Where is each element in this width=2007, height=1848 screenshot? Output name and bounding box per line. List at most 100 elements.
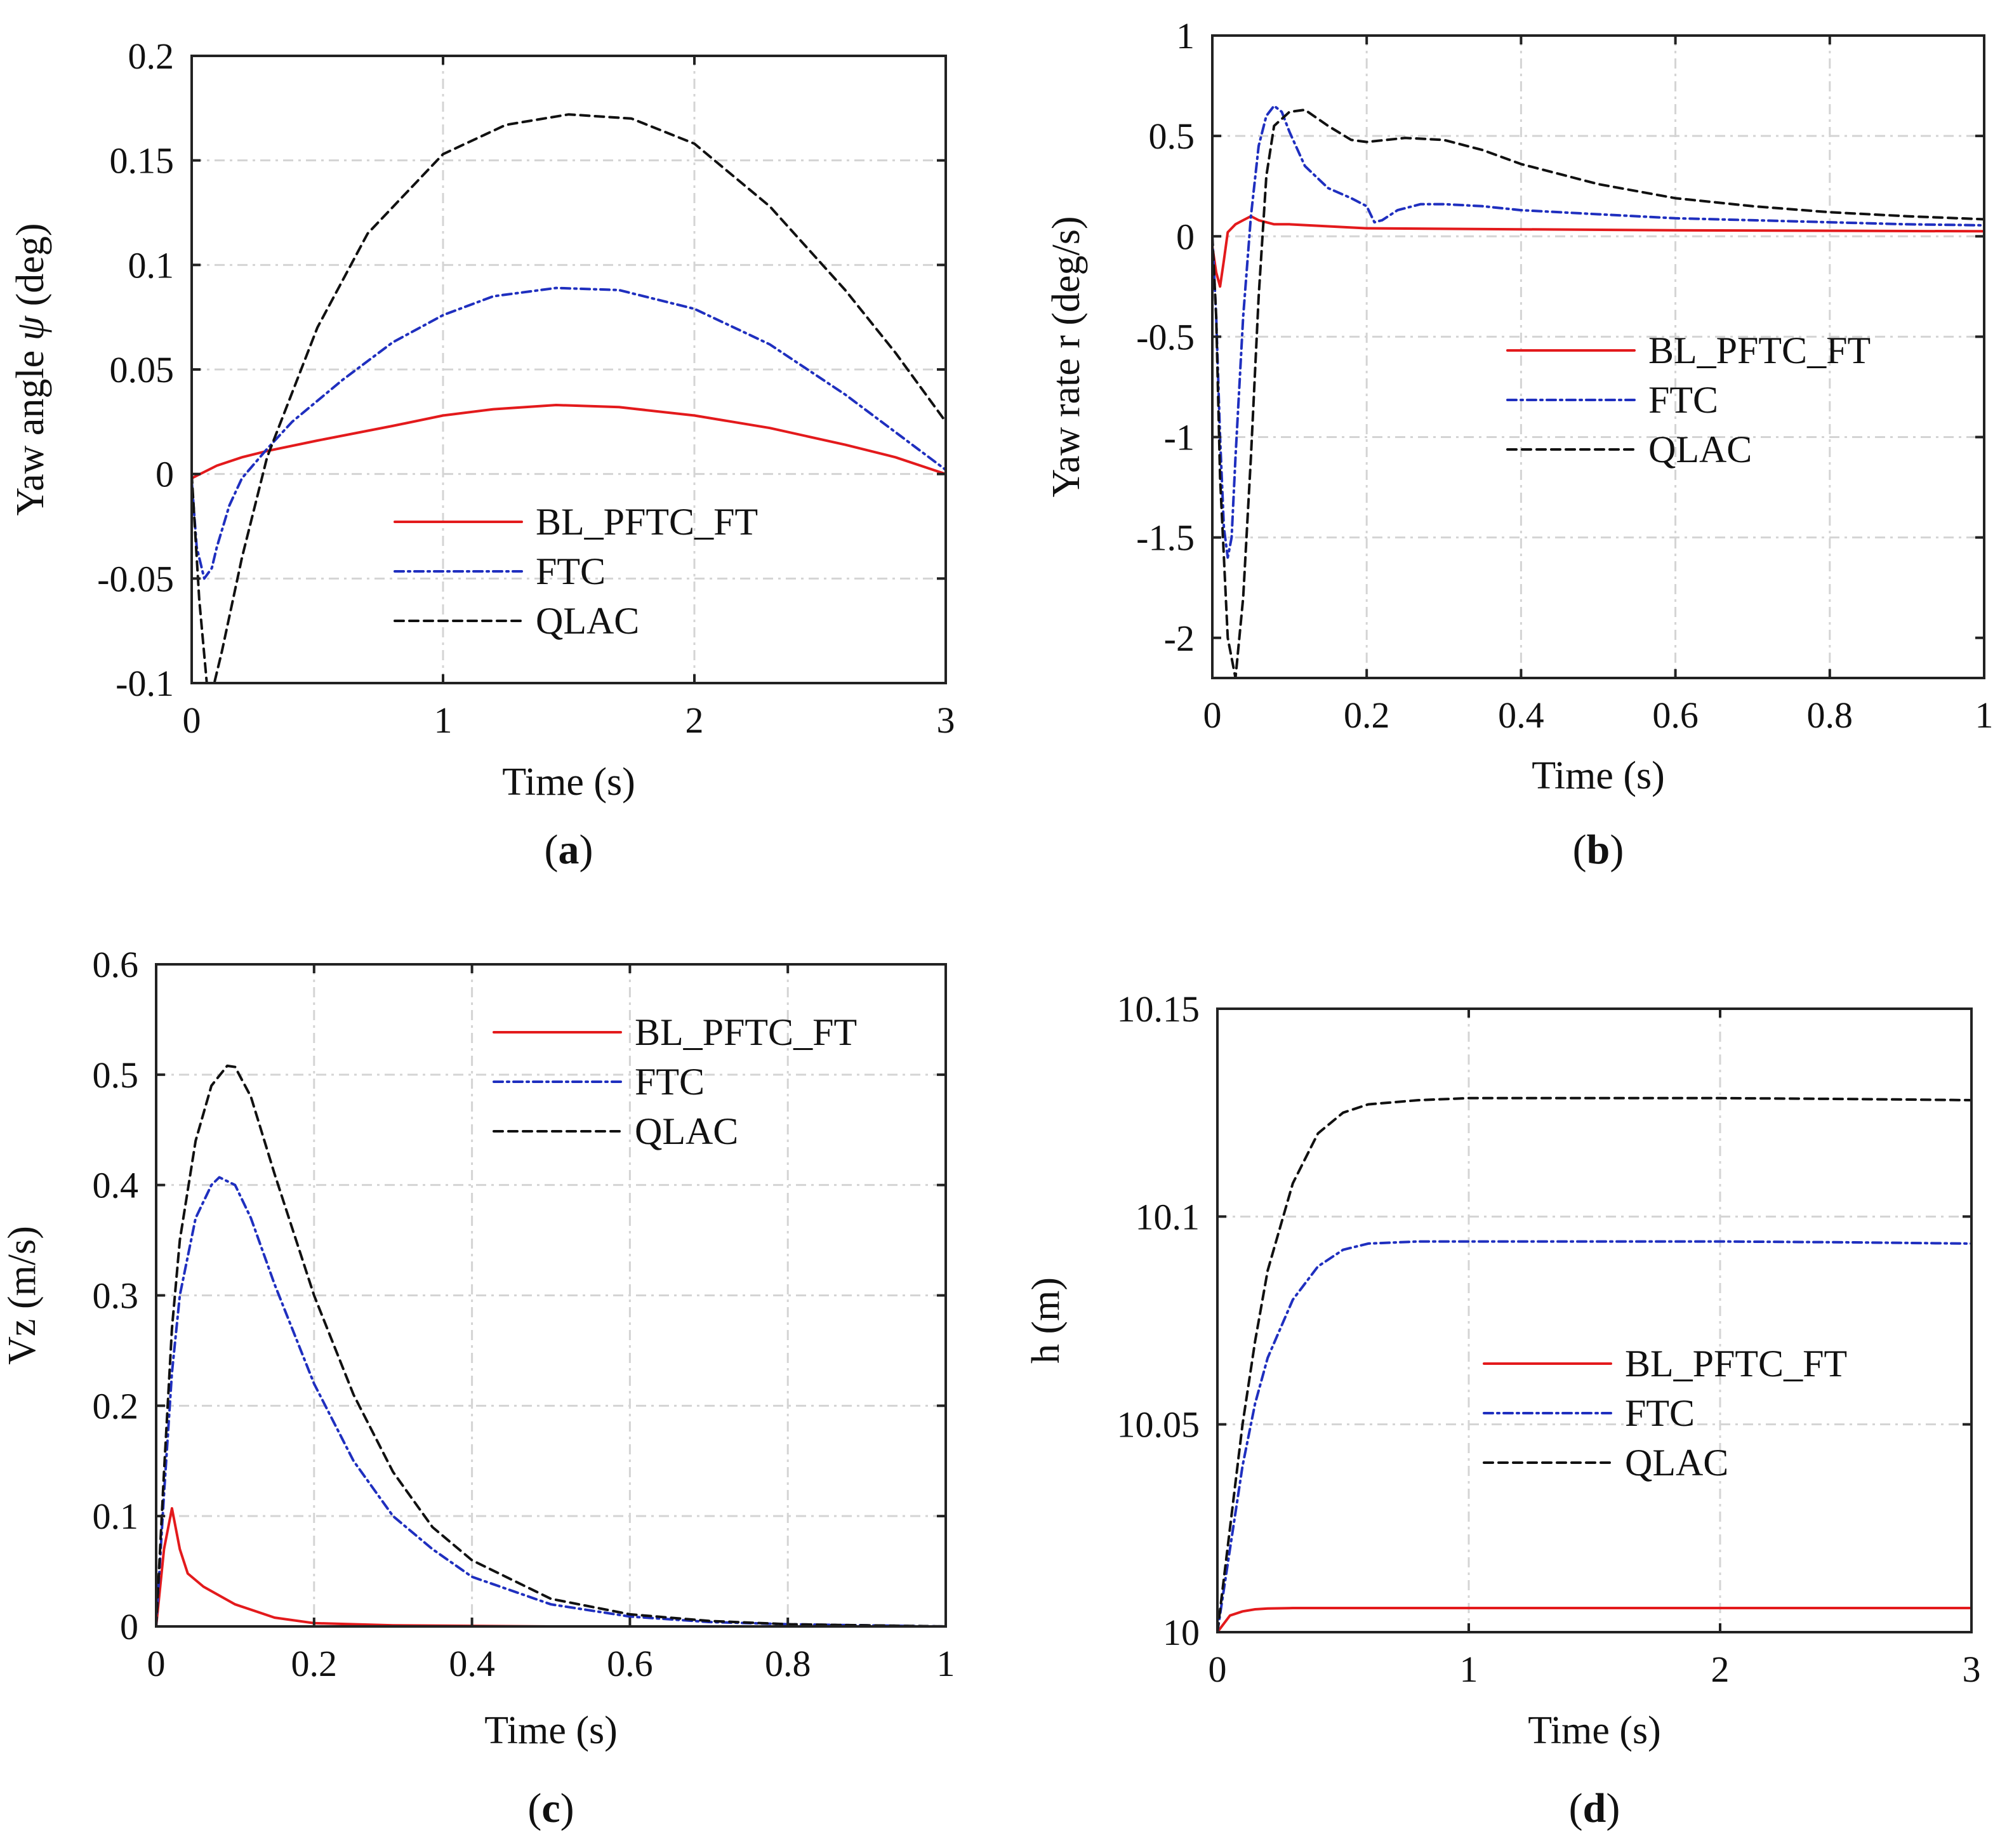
x-tick-label: 2 [686, 700, 704, 741]
legend-label: QLAC [1625, 1442, 1728, 1484]
y-tick-label: 0 [1176, 216, 1195, 257]
y-tick-label: 0 [156, 454, 174, 495]
legend: BL_PFTC_FT FTC QLAC [1483, 1343, 1847, 1484]
plot-frame [1211, 34, 1985, 679]
y-tick-label: -0.5 [1136, 316, 1195, 357]
legend-label: QLAC [536, 600, 639, 642]
x-tick-label: 0.6 [607, 1643, 653, 1684]
plot-frame [1216, 1007, 1973, 1633]
y-axis-label-suffix: (deg) [9, 223, 52, 316]
y-tick-label: 10 [1163, 1612, 1200, 1653]
legend-label: BL_PFTC_FT [536, 501, 758, 543]
y-tick-label: 0.4 [93, 1165, 139, 1206]
caption-open-paren: ( [1569, 1785, 1583, 1831]
y-tick-label: -1.5 [1136, 517, 1195, 559]
caption-letter: a [559, 827, 580, 873]
legend: BL_PFTC_FT FTC QLAC [1506, 329, 1871, 470]
x-tick-label: 0.4 [449, 1643, 495, 1684]
series-line-ftc [156, 1176, 946, 1626]
y-tick-label: 1 [1176, 15, 1195, 57]
x-tick-label: 0.4 [1498, 695, 1544, 736]
y-tick-label: 0.6 [93, 944, 139, 985]
series-line-ftc [1212, 104, 1984, 559]
caption-close-paren: ) [1610, 827, 1624, 873]
x-tick-label: 0.6 [1652, 695, 1699, 736]
x-tick-label: 0 [1209, 1649, 1227, 1690]
series-line-ftc [1217, 1240, 1971, 1632]
x-tick-label: 0 [1203, 695, 1222, 736]
y-axis-label-prefix: Yaw angle [9, 340, 52, 515]
y-tick-label: 0.05 [110, 349, 175, 390]
y-tick-label: -0.1 [116, 663, 174, 704]
chart-panel-c: 0 0.2 0.4 0.6 0.8 1 0 0.1 0.2 0.3 0.4 0.5 0.6 Time (s… [1, 944, 955, 1831]
legend: BL_PFTC_FT FTC QLAC [394, 501, 758, 642]
y-tick-label: 0.5 [1149, 116, 1195, 157]
y-tick-label: 0.2 [93, 1385, 139, 1426]
legend-label: FTC [536, 550, 606, 592]
y-axis-label: h (m) [1024, 1277, 1068, 1364]
series-line-qlac [1212, 109, 1984, 678]
series-line-bl-pftc-ft [156, 1507, 946, 1626]
x-axis-label: Time (s) [1528, 1709, 1661, 1752]
y-tick-label: 10.05 [1117, 1404, 1200, 1446]
y-axis-label-symbol: ψ [9, 315, 52, 340]
panel-caption: (d) [1569, 1785, 1620, 1831]
series-group [156, 1064, 946, 1626]
caption-letter: b [1587, 827, 1610, 873]
y-tick-label: 0.5 [93, 1054, 139, 1096]
y-axis-label: Yaw angle ψ (deg) [9, 223, 52, 516]
y-tick-label: -1 [1164, 417, 1195, 458]
caption-open-paren: ( [527, 1785, 541, 1831]
legend-label: QLAC [635, 1110, 738, 1152]
series-group [192, 113, 946, 683]
x-tick-label: 3 [937, 700, 955, 741]
caption-open-paren: ( [1573, 827, 1587, 873]
panel-caption: (c) [527, 1785, 574, 1831]
series-line-bl-pftc-ft [192, 404, 946, 480]
y-tick-label: 10.15 [1117, 988, 1200, 1030]
caption-open-paren: ( [545, 827, 559, 873]
x-tick-label: 1 [1460, 1649, 1478, 1690]
y-tick-label: 10.1 [1136, 1196, 1200, 1237]
y-tick-label: -2 [1164, 618, 1195, 659]
legend-label: FTC [635, 1061, 705, 1103]
legend: BL_PFTC_FT FTC QLAC [493, 1011, 857, 1152]
caption-close-paren: ) [580, 827, 593, 873]
series-line-bl-pftc-ft [1212, 215, 1984, 288]
series-line-qlac [192, 113, 946, 683]
chart-panel-a: 0 1 2 3 -0.1 -0.05 0 0.05 0.1 0.15 0.2 Time (s) Yaw … [9, 36, 955, 873]
y-axis-label: Yaw rate r (deg/s) [1045, 216, 1088, 497]
y-tick-label: 0.15 [110, 140, 175, 182]
caption-letter: c [541, 1785, 560, 1831]
x-tick-label: 1 [434, 700, 453, 741]
panel-caption: (b) [1573, 827, 1624, 873]
x-tick-label: 2 [1711, 1649, 1730, 1690]
series-line-qlac [1217, 1096, 1971, 1632]
series-line-ftc [192, 286, 946, 580]
y-tick-label: 0.1 [93, 1496, 139, 1537]
chart-panel-b: 0 0.2 0.4 0.6 0.8 1 -2 -1.5 -1 -0.5 0 0.5 1 Time (s) Y… [1045, 15, 1994, 873]
y-tick-label: 0.2 [128, 36, 175, 77]
y-tick-label: 0.1 [128, 244, 175, 286]
legend-label: FTC [1625, 1392, 1695, 1434]
series-line-bl-pftc-ft [1217, 1607, 1971, 1632]
x-tick-label: 1 [1975, 695, 1994, 736]
caption-close-paren: ) [560, 1785, 574, 1831]
x-axis-label: Time (s) [502, 761, 635, 804]
series-group [1212, 104, 1984, 678]
x-tick-label: 0.8 [1807, 695, 1853, 736]
x-tick-label: 0.8 [765, 1643, 811, 1684]
x-axis-label: Time (s) [1532, 754, 1665, 797]
x-tick-label: 0 [147, 1643, 166, 1684]
y-tick-label: -0.05 [97, 558, 174, 599]
panel-caption: (a) [545, 827, 593, 873]
series-group [1217, 1096, 1971, 1632]
x-tick-label: 3 [1963, 1649, 1981, 1690]
caption-letter: d [1583, 1785, 1606, 1831]
x-tick-label: 0 [183, 700, 201, 741]
legend-label: FTC [1648, 379, 1718, 421]
y-tick-label: 0.3 [93, 1275, 139, 1317]
y-tick-label: 0 [120, 1606, 138, 1647]
x-tick-label: 0.2 [1344, 695, 1390, 736]
